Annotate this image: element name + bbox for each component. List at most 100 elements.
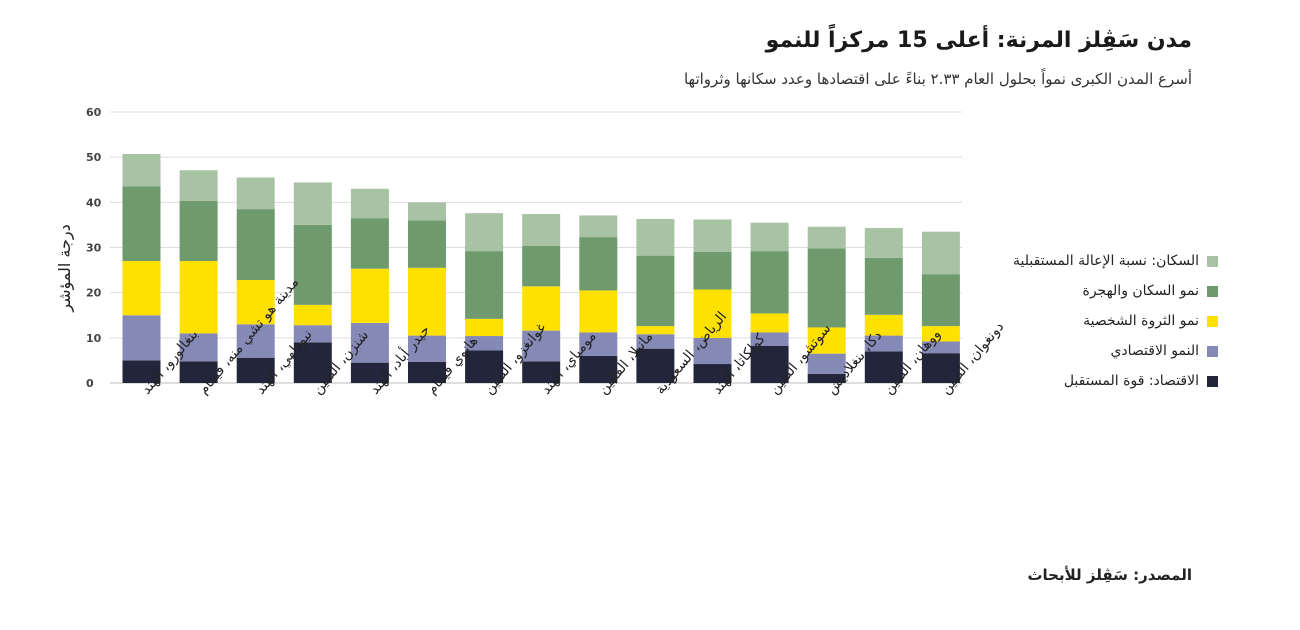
bar-segment bbox=[693, 289, 732, 338]
bar-segment bbox=[236, 177, 275, 210]
bar-segment bbox=[522, 361, 561, 383]
y-tick-label: 30 bbox=[86, 242, 102, 255]
bar-segment bbox=[179, 170, 218, 201]
bar-segment bbox=[750, 332, 789, 346]
bar-segment bbox=[522, 245, 561, 287]
bar-segment bbox=[807, 248, 846, 328]
bar-segment bbox=[179, 261, 218, 334]
bar-segment bbox=[921, 341, 960, 354]
chart-subtitle: أسرع المدن الكبرى نمواً بحلول العام ٢.٣٣… bbox=[683, 70, 1192, 88]
legend-item: نمو السكان والهجرة bbox=[1013, 282, 1218, 300]
bar-segment bbox=[807, 373, 846, 383]
legend-label: نمو السكان والهجرة bbox=[1082, 283, 1199, 299]
bar-segment bbox=[293, 182, 332, 225]
y-tick-label: 10 bbox=[86, 332, 102, 345]
bar-segment bbox=[236, 357, 275, 383]
legend-swatch bbox=[1207, 345, 1218, 357]
bar-segment bbox=[579, 237, 618, 291]
bar-segment bbox=[465, 350, 504, 383]
bar-segment bbox=[807, 327, 846, 354]
bar-segment bbox=[864, 228, 903, 258]
bar-segment bbox=[864, 351, 903, 383]
legend-swatch bbox=[1207, 255, 1218, 267]
bar-segment bbox=[636, 348, 675, 383]
bar-segment bbox=[122, 261, 161, 316]
y-axis-ticks: 0 10 20 30 40 50 60 bbox=[86, 106, 102, 390]
bar-segment bbox=[179, 333, 218, 362]
bar-segment bbox=[921, 353, 960, 383]
legend-swatch bbox=[1207, 315, 1218, 327]
y-tick-label: 0 bbox=[86, 377, 94, 390]
bar-segment bbox=[350, 218, 389, 269]
legend-swatch bbox=[1207, 285, 1218, 297]
bar-segment bbox=[579, 290, 618, 333]
bar-segment bbox=[122, 360, 161, 383]
bar-segment bbox=[807, 353, 846, 374]
chart-title: مدن سَڤِلز المرنة: أعلى 15 مركزاً للنمو bbox=[765, 28, 1192, 53]
legend-label: الاقتصاد: قوة المستقبل bbox=[1063, 373, 1199, 389]
legend-label: نمو الثروة الشخصية bbox=[1083, 313, 1199, 329]
bar-segment bbox=[465, 318, 504, 337]
bar-segment bbox=[807, 226, 846, 249]
bar-segment bbox=[693, 252, 732, 290]
bar-segment bbox=[350, 322, 389, 363]
bar-segment bbox=[179, 361, 218, 383]
bar-segment bbox=[579, 332, 618, 356]
bar-segment bbox=[350, 268, 389, 323]
bar-segment bbox=[921, 326, 960, 342]
bar-segment bbox=[408, 335, 446, 362]
legend-item: النمو الاقتصادي bbox=[1013, 342, 1218, 360]
bar-segment bbox=[693, 219, 732, 253]
legend-item: نمو الثروة الشخصية bbox=[1013, 312, 1218, 330]
legend-item: السكان: نسبة الإعالة المستقبلية bbox=[1013, 252, 1218, 270]
bar-segment bbox=[350, 188, 389, 219]
bar-segment bbox=[236, 280, 275, 325]
bar-segment bbox=[522, 286, 561, 331]
legend-label: النمو الاقتصادي bbox=[1110, 343, 1199, 359]
bar-segment bbox=[293, 325, 332, 343]
bar-segment bbox=[293, 224, 332, 305]
legend-label: السكان: نسبة الإعالة المستقبلية bbox=[1012, 253, 1199, 269]
bar-segment bbox=[293, 342, 332, 383]
bar-segment bbox=[636, 255, 675, 327]
y-tick-label: 60 bbox=[86, 106, 102, 119]
bar-segment bbox=[864, 335, 903, 352]
bar-segment bbox=[465, 336, 504, 351]
bar-segment bbox=[465, 251, 504, 319]
bar-segment bbox=[864, 257, 903, 315]
bar-segment bbox=[293, 304, 332, 326]
bar-segment bbox=[179, 200, 218, 262]
bar-segment bbox=[636, 326, 675, 335]
bar-segment bbox=[579, 355, 618, 383]
bar-segment bbox=[408, 202, 446, 221]
bar-segment bbox=[122, 315, 161, 361]
source-note: المصدر: سَڤِلز للأبحاث bbox=[1027, 566, 1192, 584]
bar-segment bbox=[693, 364, 732, 383]
bar-segment bbox=[636, 334, 675, 349]
legend-item: الاقتصاد: قوة المستقبل bbox=[1013, 372, 1218, 390]
bar-segment bbox=[408, 267, 446, 336]
y-axis-label: درجة المؤشر bbox=[55, 224, 75, 312]
bar-segment bbox=[750, 345, 789, 383]
bar-segment bbox=[921, 231, 960, 275]
bar-segment bbox=[750, 222, 789, 252]
y-tick-label: 20 bbox=[86, 287, 102, 300]
bar-segment bbox=[921, 274, 960, 327]
bar-segment bbox=[408, 361, 446, 383]
bar-segment bbox=[350, 362, 389, 383]
bar-segment bbox=[236, 324, 275, 358]
bars bbox=[122, 154, 960, 383]
bar-segment bbox=[122, 186, 161, 262]
bar-segment bbox=[750, 313, 789, 333]
bar-segment bbox=[636, 219, 675, 256]
bar-segment bbox=[693, 337, 732, 365]
bar-segment bbox=[864, 314, 903, 336]
bar-segment bbox=[750, 251, 789, 314]
bar-segment bbox=[408, 220, 446, 268]
bar-segment bbox=[236, 209, 275, 281]
legend-swatch bbox=[1207, 375, 1218, 387]
legend: السكان: نسبة الإعالة المستقبلية نمو السكا… bbox=[1013, 252, 1218, 402]
bar-segment bbox=[522, 214, 561, 246]
bar-segment bbox=[579, 215, 618, 238]
y-tick-label: 50 bbox=[86, 151, 102, 164]
